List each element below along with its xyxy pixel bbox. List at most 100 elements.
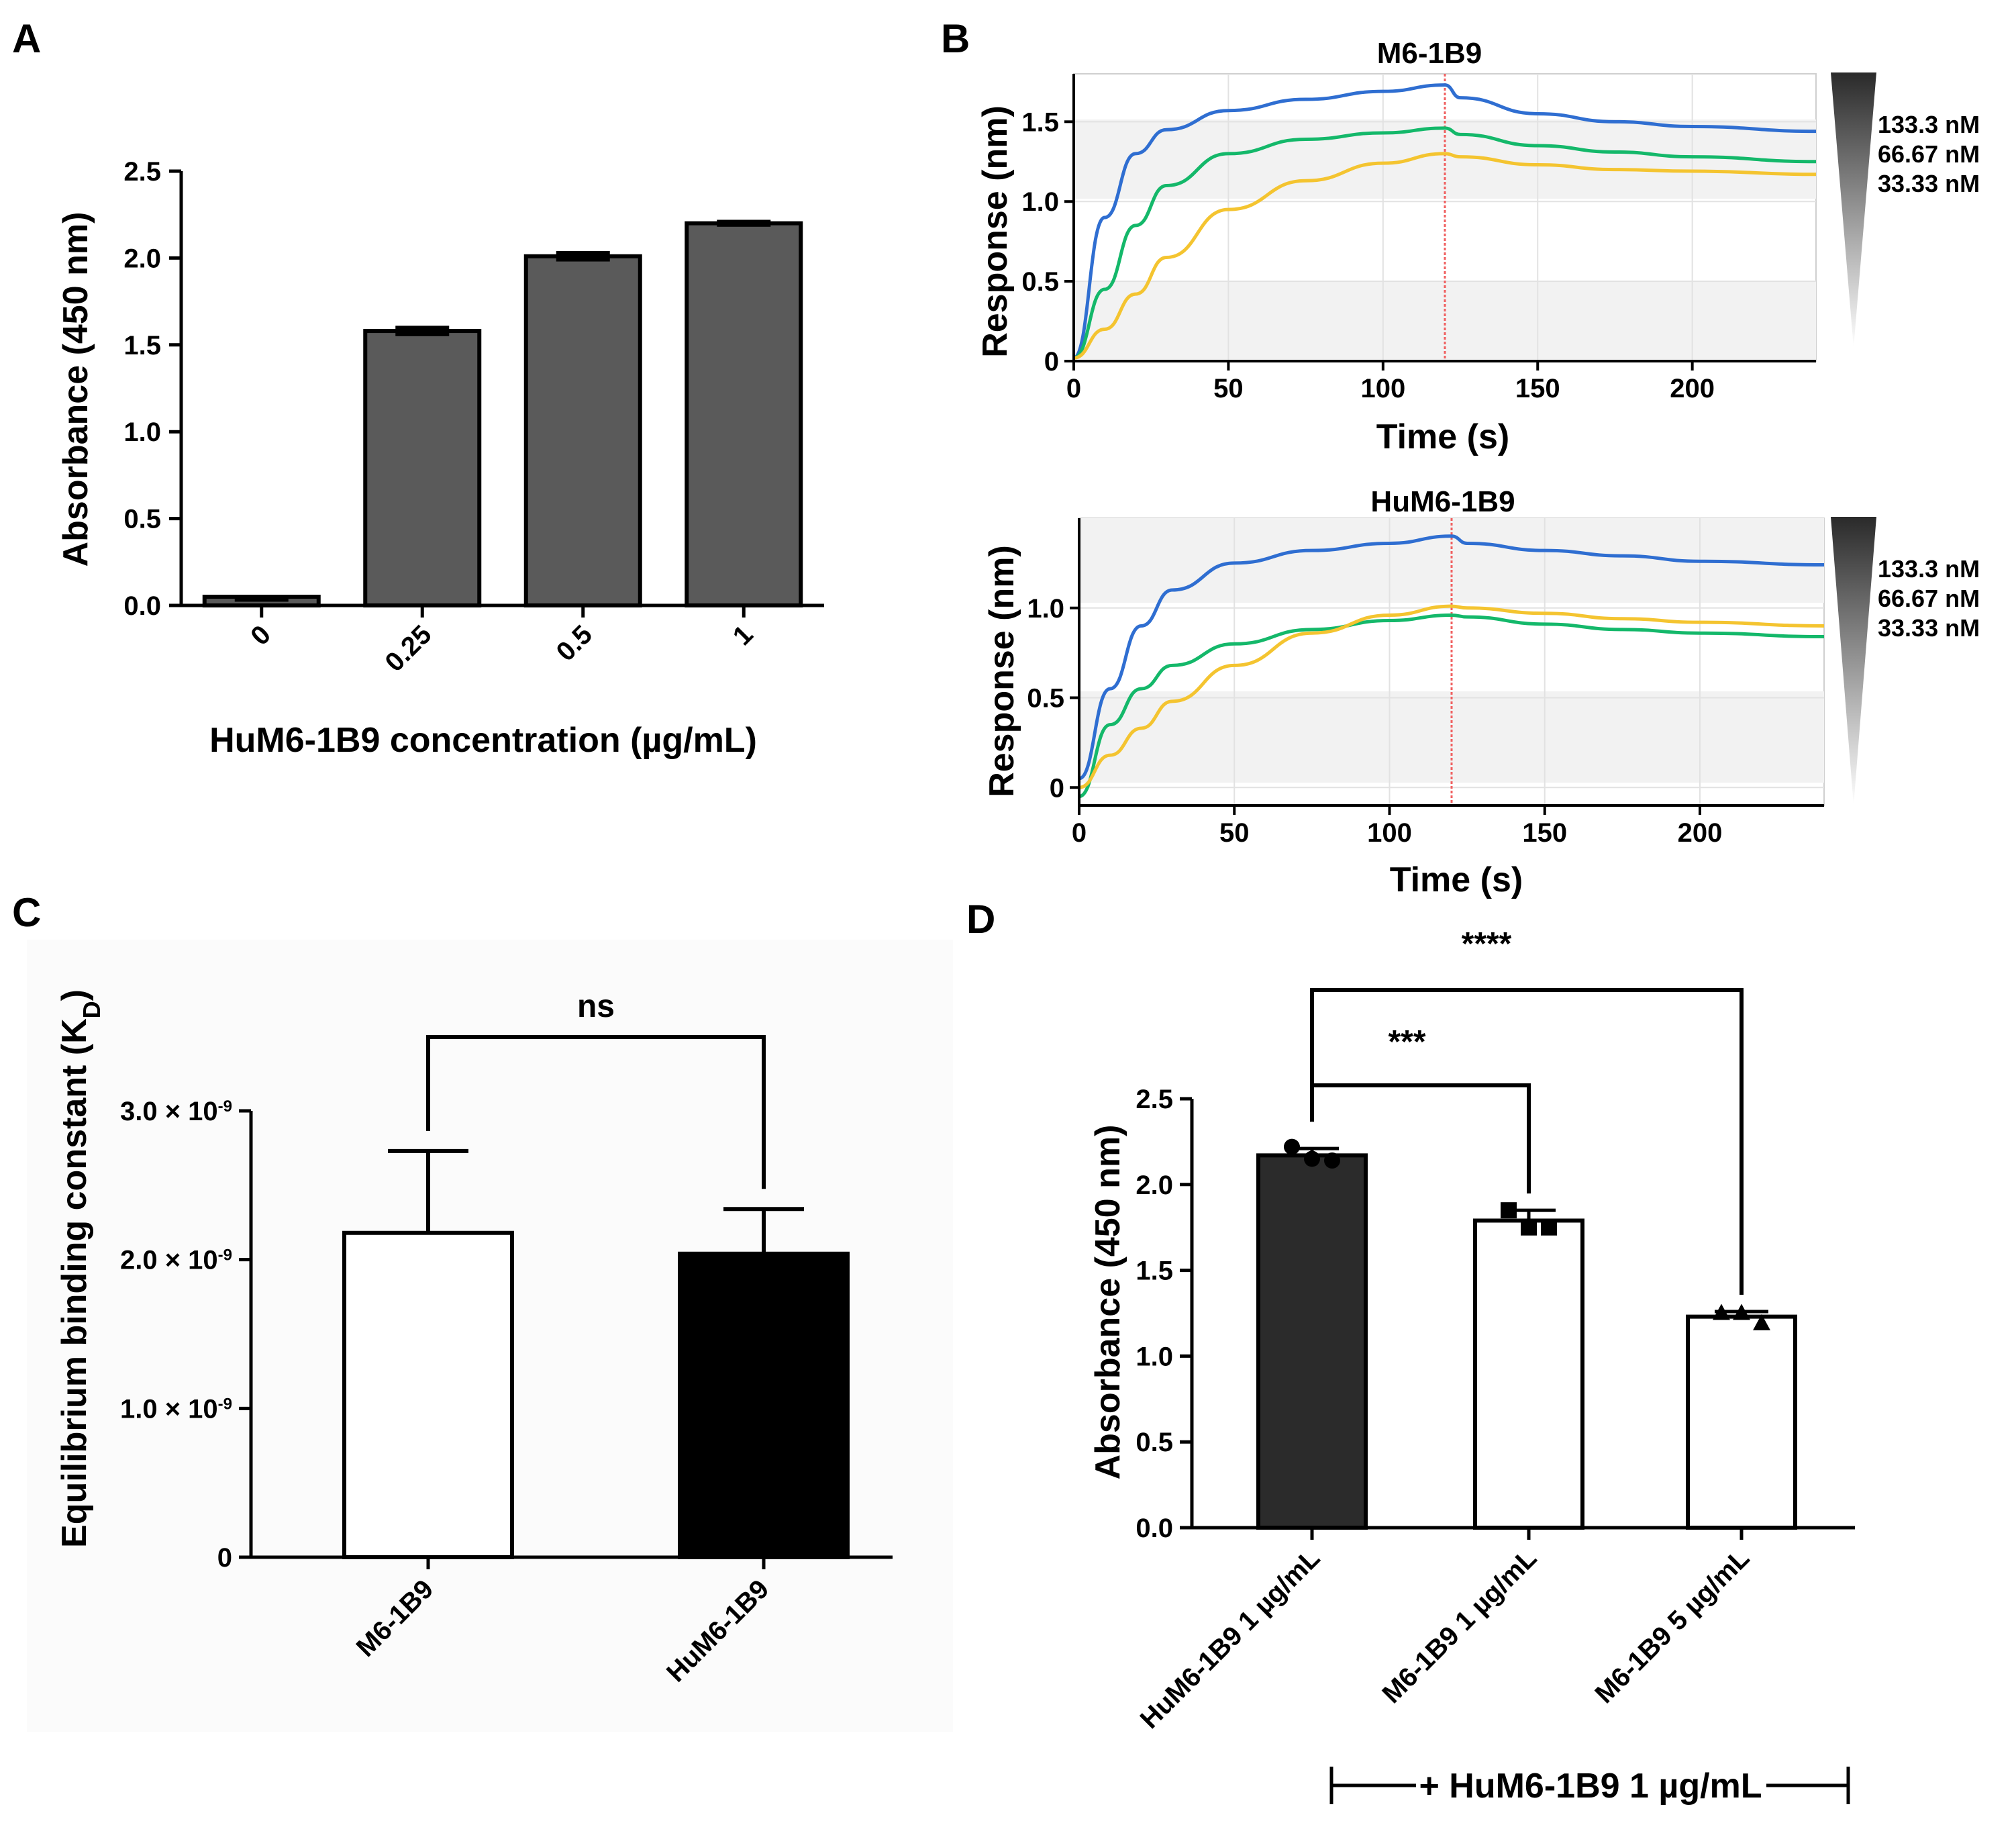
panel-d-significance-label: **** [1462, 926, 1512, 962]
panel-b-bottom-title: HuM6-1B9 [1370, 485, 1515, 518]
x-tick-label: 50 [1213, 374, 1244, 403]
panel-d-data-point [1753, 1314, 1770, 1330]
panel-letter-c: C [12, 890, 41, 935]
panel-a-bar [523, 254, 642, 607]
panel-b-top-line-chart: 0 0.5 1.0 1.5 0 50 100 150 200 M6-1B9 Response (… [976, 37, 1980, 456]
panel-letter-b: B [941, 16, 970, 61]
panel-d-y-tick-label: 2.0 [1136, 1171, 1173, 1200]
panel-d-data-point [1304, 1150, 1320, 1167]
series-line-6667nM [1073, 126, 1817, 360]
panel-a-bar [685, 221, 803, 607]
legend-label: 33.33 nM [1878, 170, 1980, 197]
panel-a-y-tick-label: 1.0 [123, 417, 161, 447]
panel-d-group-bracket: + HuM6-1B9 1 µg/mL [1329, 1767, 1850, 1806]
panel-d-bar-chart: 0.0 0.5 1.0 1.5 2.0 2.5 HuM6-1B9 1 µg/mL M6-1B… [1089, 926, 1855, 1806]
legend-label: 66.67 nM [1878, 585, 1980, 612]
panel-d-y-tick-label: 1.0 [1136, 1342, 1173, 1371]
series-line-3333nM [1073, 152, 1817, 360]
panel-c-significance-label: ns [577, 989, 615, 1024]
panel-c-y-axis-title-close: ) [55, 989, 94, 1001]
x-tick-label: 0 [1072, 818, 1087, 848]
panel-c-y-tick-mantissa: 2.0 × 10 [120, 1246, 218, 1275]
y-tick-label: 1.5 [1021, 107, 1059, 137]
y-tick-label: 0 [1044, 347, 1059, 377]
panel-b-bottom-y-axis-title: Response (nm) [982, 545, 1021, 797]
x-tick-label: 150 [1515, 374, 1560, 403]
panel-d-x-tick-label: HuM6-1B9 1 µg/mL [1135, 1543, 1326, 1734]
panel-c-y-tick-label: 1.0 × 10-9 [120, 1394, 232, 1424]
legend-label: 133.3 nM [1878, 111, 1980, 138]
panel-c-y-tick-exponent: -9 [218, 1097, 232, 1116]
panel-c-y-axis-title-sub: D [78, 1001, 105, 1018]
panel-a-error-bar [556, 251, 610, 262]
panel-d-bars [1256, 1138, 1797, 1530]
panel-a-x-tick-label: 0.25 [379, 620, 437, 677]
panel-a-y-tick-label: 2.0 [123, 244, 161, 273]
panel-b-top-series [1072, 83, 1817, 360]
panel-a-bar [363, 329, 482, 607]
panel-a-y-tick-label: 2.5 [123, 157, 161, 187]
panel-a-x-axis: 0 0.25 0.5 1 [181, 603, 824, 677]
y-tick-label: 0.5 [1021, 267, 1059, 297]
panel-b-bottom-x-axis-title: Time (s) [1390, 860, 1523, 899]
series-line-3333nM [1078, 604, 1825, 789]
panel-c-y-tick-label: 0 [217, 1543, 232, 1573]
group-bracket-label: + HuM6-1B9 1 µg/mL [1419, 1767, 1762, 1806]
x-tick-label: 100 [1360, 374, 1405, 403]
panel-letter-a: A [12, 16, 41, 61]
concentration-gradient-wedge [1831, 72, 1876, 348]
panel-c-significance: ns [426, 989, 766, 1189]
series-line-1333nM [1072, 83, 1817, 360]
panel-b-bottom-line-chart: 0 0.5 1.0 0 50 100 150 200 HuM6-1B9 Response (n… [982, 485, 1980, 899]
y-tick-label: 1.0 [1027, 594, 1064, 624]
panel-letter-d: D [966, 897, 995, 942]
panel-a-x-tick-label: 1 [727, 620, 759, 651]
panel-c-y-axis-title: Equilibrium binding constant (KD) [55, 989, 105, 1548]
panel-a-y-tick-label: 0.5 [123, 505, 161, 534]
panel-d-x-axis: HuM6-1B9 1 µg/mL M6-1B9 1 µg/mL M6-1B9 5 µ… [1135, 1526, 1855, 1734]
panel-c-bars [342, 1148, 850, 1560]
legend-label: 133.3 nM [1878, 555, 1980, 583]
panel-a-y-tick-label: 1.5 [123, 331, 161, 360]
panel-c-y-tick-label: 3.0 × 10-9 [120, 1097, 232, 1126]
panel-d-bar [1686, 1314, 1797, 1530]
panel-a-bars [202, 219, 803, 607]
panel-d-data-point [1501, 1202, 1517, 1219]
panel-c-y-axis: 01.0 × 10-92.0 × 10-93.0 × 10-9 [120, 1097, 253, 1573]
panel-b-bottom-axes: 0 0.5 1.0 0 50 100 150 200 [1027, 518, 1824, 848]
panel-c-y-tick-mantissa: 0 [217, 1543, 232, 1573]
y-tick-label: 1.0 [1021, 187, 1059, 217]
x-tick-label: 50 [1219, 818, 1250, 848]
panel-d-data-point [1324, 1152, 1340, 1169]
panel-a-y-axis: 0.0 0.5 1.0 1.5 2.0 2.5 [123, 157, 183, 621]
panel-d-data-point [1284, 1138, 1300, 1155]
panel-d-significance: ******* [1310, 926, 1744, 1295]
panel-d-significance-label: *** [1388, 1024, 1425, 1060]
legend-label: 66.67 nM [1878, 140, 1980, 168]
panel-a-bar-chart: 0.0 0.5 1.0 1.5 2.0 2.5 0 0.25 0.5 1 Absorbance … [56, 157, 824, 760]
panel-a-y-tick-label: 0.0 [123, 591, 161, 621]
panel-d-x-tick-label: M6-1B9 1 µg/mL [1376, 1543, 1542, 1709]
panel-a-error-bar [234, 595, 289, 602]
x-tick-label: 150 [1522, 818, 1567, 848]
panel-c-y-axis-title-main: Equilibrium binding constant (K [55, 1018, 94, 1548]
panel-b-top-y-axis-title: Response (nm) [976, 105, 1015, 358]
panel-d-y-tick-label: 0.0 [1136, 1514, 1173, 1543]
panel-c-significance-bracket [426, 1035, 766, 1189]
panel-a-x-axis-title: HuM6-1B9 concentration (µg/mL) [209, 721, 757, 760]
panel-a-x-tick-label: 0 [245, 620, 276, 651]
panel-d-y-axis-title: Absorbance (450 nm) [1089, 1125, 1127, 1480]
series-line-1333nM [1078, 534, 1825, 781]
panel-a-y-axis-title: Absorbance (450 nm) [56, 212, 95, 567]
panel-d-y-axis: 0.0 0.5 1.0 1.5 2.0 2.5 [1136, 1085, 1194, 1543]
y-tick-label: 0.5 [1027, 684, 1064, 713]
y-tick-label: 0 [1050, 773, 1064, 803]
panel-c-bar [342, 1230, 514, 1560]
panel-c-y-tick-label: 2.0 × 10-9 [120, 1246, 232, 1275]
panel-d-data-point [1713, 1303, 1730, 1320]
panel-c-y-tick-exponent: -9 [218, 1246, 232, 1264]
